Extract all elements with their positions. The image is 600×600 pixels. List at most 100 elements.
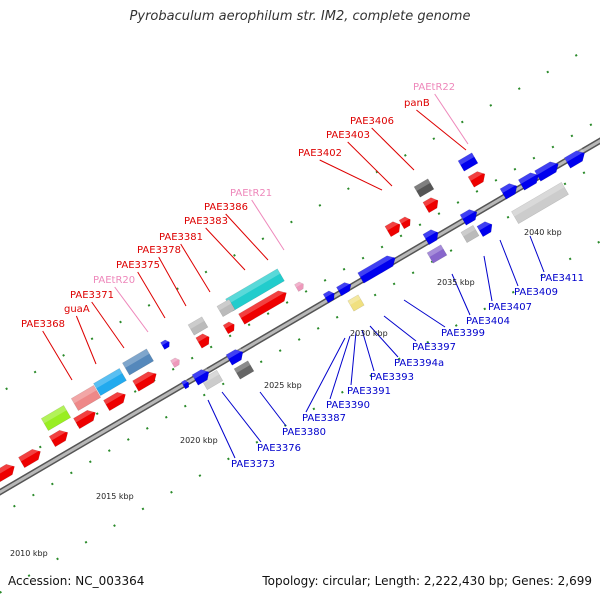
gene-label-reverse: PAE3376 xyxy=(257,443,301,454)
label-leader-lines xyxy=(42,93,545,459)
gene-feature xyxy=(476,219,493,238)
gene-feature xyxy=(170,356,180,368)
gene-shape xyxy=(187,316,209,336)
scale-label: 2035 kbp xyxy=(437,278,475,287)
gene-shape xyxy=(170,357,180,368)
gene-feature xyxy=(160,338,170,350)
gene-shape xyxy=(476,221,493,238)
gene-label-reverse: PAE3380 xyxy=(282,427,326,438)
gene-feature xyxy=(191,366,210,386)
gene-shape xyxy=(322,290,335,304)
leader-line xyxy=(361,329,375,372)
gene-label-reverse: PAE3411 xyxy=(540,273,584,284)
leader-line xyxy=(371,127,415,171)
gene-feature xyxy=(459,206,478,226)
gene-feature xyxy=(357,252,396,284)
gene-highlight xyxy=(534,158,558,176)
gene-feature xyxy=(563,147,585,169)
gene-shape xyxy=(48,430,69,448)
gene-highlight xyxy=(476,219,492,231)
gene-shape xyxy=(336,282,352,297)
gene-feature xyxy=(499,180,518,200)
gene-shape xyxy=(0,464,15,484)
gene-shape xyxy=(294,281,304,292)
gene-shape xyxy=(222,321,235,335)
gene-highlight xyxy=(93,368,123,389)
gene-shape xyxy=(517,172,539,191)
gene-label-reverse: PAE3387 xyxy=(302,413,346,424)
gene-label-reverse: PAE3407 xyxy=(488,302,532,313)
gene-highlight xyxy=(399,215,410,224)
gene-label-forward: PAEtR20 xyxy=(93,275,135,286)
gene-feature xyxy=(511,181,569,225)
gene-highlight xyxy=(132,368,156,386)
gene-feature xyxy=(413,178,435,198)
gene-highlight xyxy=(468,168,485,182)
gene-shape xyxy=(511,181,569,225)
gene-shape xyxy=(40,405,72,431)
gene-label-forward: PAEtR21 xyxy=(230,188,272,199)
gene-feature xyxy=(48,427,69,448)
leader-line xyxy=(114,286,149,333)
leader-line xyxy=(225,213,269,261)
gene-highlight xyxy=(238,287,286,319)
gene-shape xyxy=(132,371,157,392)
gene-label-forward: PAE3386 xyxy=(204,202,248,213)
gene-highlight xyxy=(460,206,477,220)
leader-line xyxy=(137,271,166,319)
leader-line xyxy=(499,239,519,287)
gene-highlight xyxy=(294,280,304,288)
gene-highlight xyxy=(73,407,95,423)
gene-shape xyxy=(499,183,518,200)
scale-label: 2030 kbp xyxy=(350,329,388,338)
gene-highlight xyxy=(422,195,438,207)
gene-highlight xyxy=(357,252,395,278)
gene-shape xyxy=(195,333,210,349)
leader-line xyxy=(305,337,346,413)
gene-highlight xyxy=(188,316,205,330)
leader-line xyxy=(383,315,417,342)
gene-label-forward: PAE3371 xyxy=(70,290,114,301)
gene-highlight xyxy=(181,379,189,385)
gene-highlight xyxy=(458,152,475,166)
gene-shape xyxy=(457,152,479,172)
scale-label: 2015 kbp xyxy=(96,492,134,501)
gene-highlight xyxy=(192,366,209,380)
gene-feature xyxy=(216,298,236,318)
gene-highlight xyxy=(336,280,351,291)
gene-feature xyxy=(195,331,210,349)
gene-highlight xyxy=(216,299,232,311)
leader-line xyxy=(75,315,97,365)
gene-feature xyxy=(422,195,439,214)
gene-feature xyxy=(18,446,41,469)
gene-highlight xyxy=(460,225,476,237)
gene-label-reverse: PAE3373 xyxy=(231,459,275,470)
gene-feature xyxy=(336,280,352,297)
gene-highlight xyxy=(41,405,67,424)
leader-line xyxy=(180,243,211,293)
accession-text: Accession: NC_003364 xyxy=(8,574,145,588)
gene-highlight xyxy=(347,294,361,305)
gene-highlight xyxy=(170,356,180,364)
gene-feature xyxy=(322,289,335,304)
gene-shape xyxy=(225,349,244,366)
gene-shape xyxy=(233,360,255,380)
gene-shape xyxy=(422,229,439,246)
leader-line xyxy=(259,391,287,427)
leader-line xyxy=(91,301,125,349)
leader-line xyxy=(350,331,357,386)
map-title: Pyrobaculum aerophilum str. IM2, complet… xyxy=(129,9,471,24)
gene-highlight xyxy=(384,219,400,231)
gene-shape xyxy=(216,298,236,318)
gene-features xyxy=(0,147,585,484)
gene-shape xyxy=(160,339,170,350)
gene-highlight xyxy=(225,268,281,304)
gene-shape xyxy=(200,369,224,391)
leader-line xyxy=(347,141,393,187)
gene-shape xyxy=(426,244,448,264)
gene-feature xyxy=(426,244,448,264)
gene-label-forward: PAE3406 xyxy=(350,116,394,127)
gene-feature xyxy=(222,320,235,335)
gene-label-forward: PAE3381 xyxy=(159,232,203,243)
gene-feature xyxy=(460,224,480,244)
